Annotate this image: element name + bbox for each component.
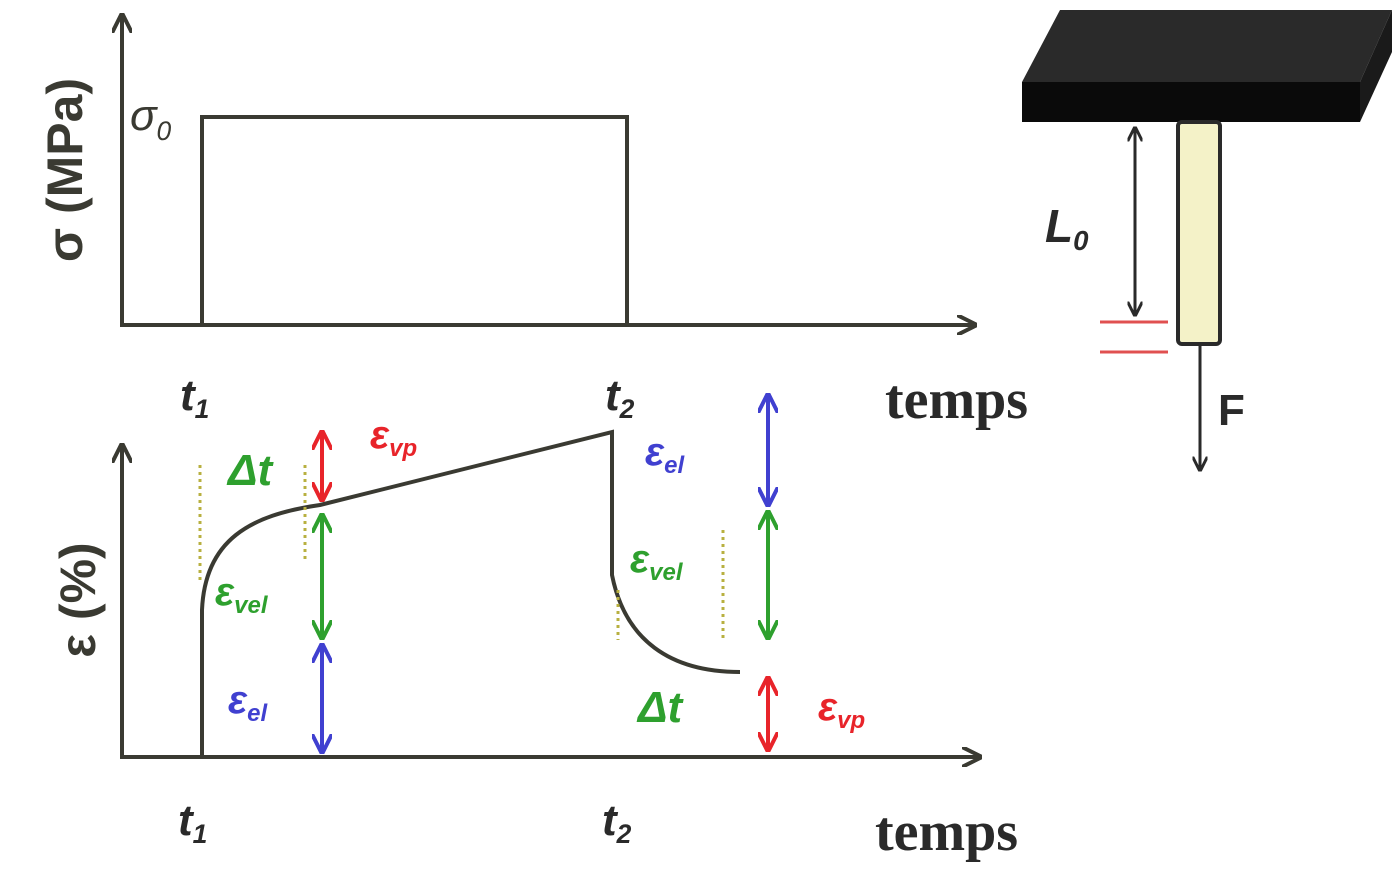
t1-label: t1 [178,796,207,849]
x-label: temps [875,801,1018,863]
y-label: σ (MPa) [37,78,93,262]
delta-t-label-unloading: Δt [636,683,685,732]
t2-label: t2 [605,371,635,424]
vel-label: εvel [215,570,269,619]
t1-label: t1 [180,371,209,424]
vp-label: εvp [370,413,417,462]
x-label: temps [885,369,1028,431]
stress-plot: σ (MPa) σ0 t1 t2 temps [37,15,1028,431]
force-label: F [1218,386,1245,435]
axes [122,15,975,325]
el-label: εel [228,678,268,727]
level-label: σ0 [130,91,172,146]
stress-step [202,117,627,325]
diagram: σ (MPa) σ0 t1 t2 temps ε (%) Δt εvp εvel… [0,0,1396,873]
y-label: ε (%) [50,542,106,657]
el-label-unloading: εel [645,430,685,479]
specimen: L0 F [1022,10,1392,470]
strain-plot: ε (%) Δt εvp εvel εel εel εvel Δt εvp t1… [50,395,1018,863]
support-top [1022,10,1392,82]
rod [1178,122,1220,344]
vel-label-unloading: εvel [630,537,684,586]
support-front [1022,82,1360,122]
t2-label: t2 [602,796,632,849]
delta-t-label: Δt [226,446,275,495]
vp-label-unloading: εvp [818,685,865,734]
length-label: L0 [1045,200,1089,256]
